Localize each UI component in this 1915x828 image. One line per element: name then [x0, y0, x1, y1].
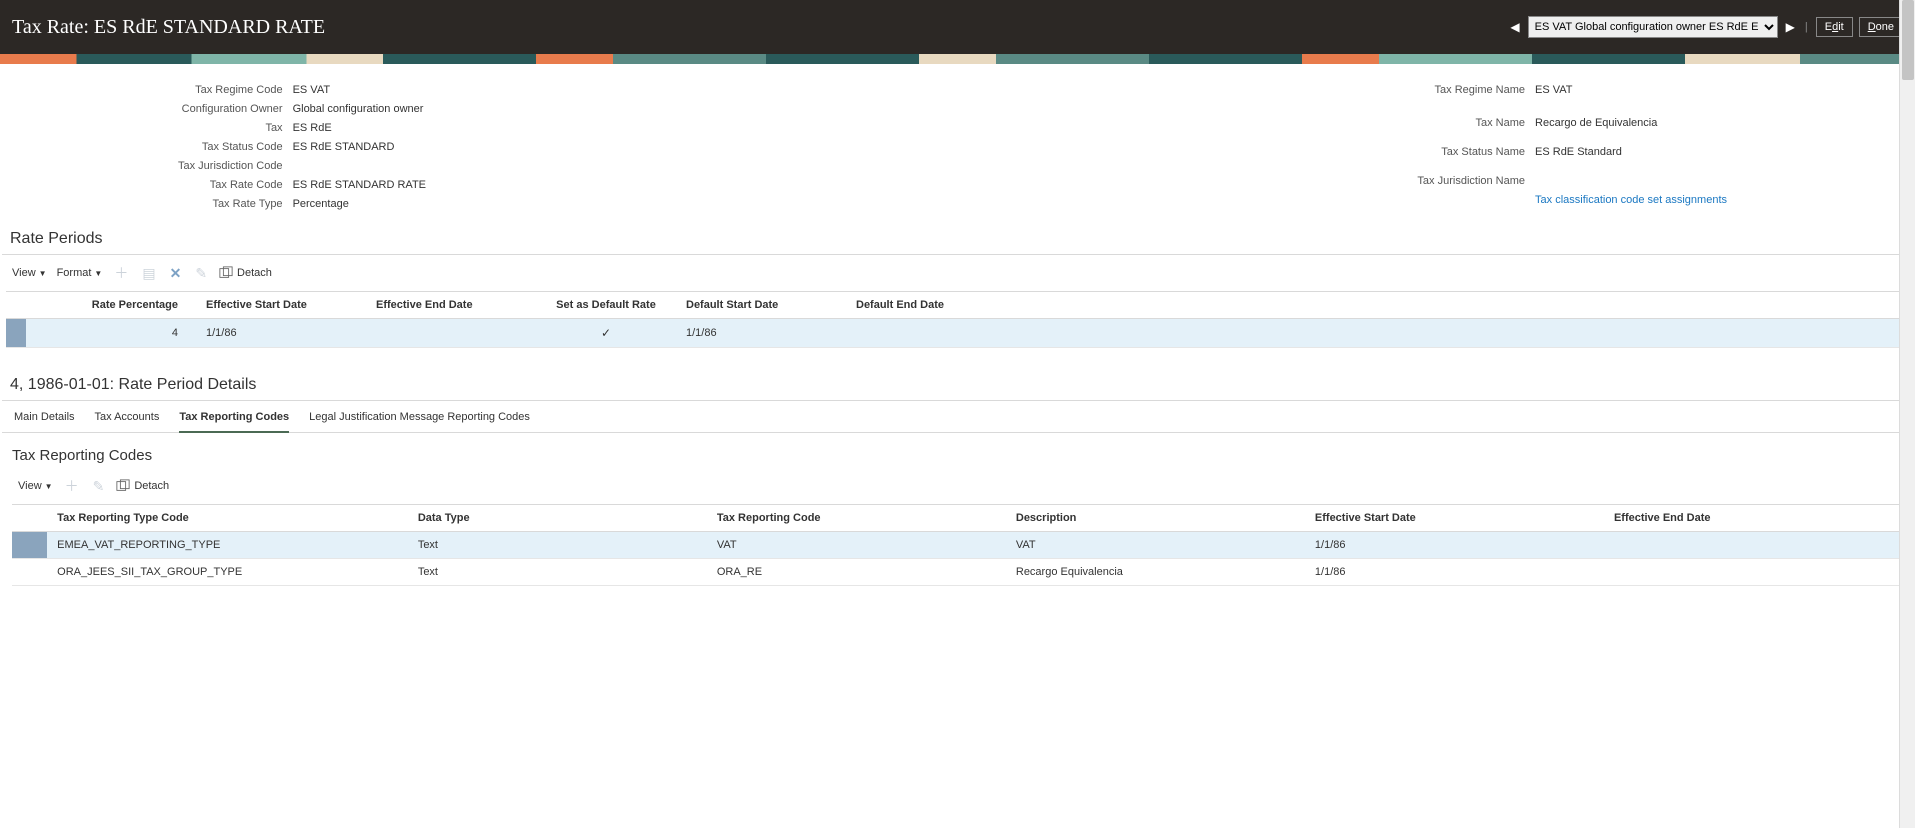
value-tax-rate-type: Percentage	[293, 198, 426, 210]
label-tax-rate-type: Tax Rate Type	[178, 198, 283, 210]
rate-periods-toolbar: View ▼ Format ▼ ＋ ▤ ✕ ✎ Detach	[0, 255, 1915, 291]
value-tax-status-name: ES RdE Standard	[1535, 136, 1727, 158]
col-rate-percentage[interactable]: Rate Percentage	[26, 292, 196, 319]
value-tax-name: Recargo de Equivalencia	[1535, 103, 1727, 129]
cell-description: Recargo Equivalencia	[1006, 559, 1305, 586]
tab-tax-accounts[interactable]: Tax Accounts	[95, 411, 160, 432]
trc-edit-icon: ✎	[91, 478, 107, 495]
label-tax-name: Tax Name	[1417, 103, 1525, 129]
cell-reporting-code: VAT	[707, 532, 1006, 559]
scrollbar-thumb[interactable]	[1902, 0, 1914, 80]
label-tax-rate-code: Tax Rate Code	[178, 179, 283, 191]
edit-button[interactable]: Edit	[1816, 17, 1853, 37]
row-handle[interactable]	[12, 559, 47, 586]
cell-effective-start: 1/1/86	[196, 319, 366, 348]
table-header-row: Tax Reporting Type Code Data Type Tax Re…	[12, 505, 1903, 532]
label-tax-status-code: Tax Status Code	[178, 141, 283, 153]
prev-record-icon[interactable]: ◀	[1508, 20, 1521, 34]
trc-title: Tax Reporting Codes	[0, 433, 1915, 468]
cell-effective-end	[366, 319, 536, 348]
col-set-as-default[interactable]: Set as Default Rate	[536, 292, 676, 319]
value-tax: ES RdE	[293, 122, 426, 134]
trc-toolbar: View ▼ ＋ ✎ Detach	[0, 468, 1915, 504]
detail-tabs: Main Details Tax Accounts Tax Reporting …	[2, 401, 1913, 433]
vertical-scrollbar[interactable]	[1899, 0, 1915, 828]
edit-icon: ✎	[193, 265, 209, 282]
detach-button[interactable]: Detach	[219, 266, 272, 280]
value-tax-status-code: ES RdE STANDARD	[293, 141, 426, 153]
format-menu[interactable]: Format ▼	[57, 267, 103, 279]
col-effective-start[interactable]: Effective Start Date	[196, 292, 366, 319]
col-default-end[interactable]: Default End Date	[846, 292, 1909, 319]
trc-table: Tax Reporting Type Code Data Type Tax Re…	[12, 504, 1903, 586]
label-tax-jurisdiction-code: Tax Jurisdiction Code	[178, 160, 283, 172]
cell-reporting-code: ORA_RE	[707, 559, 1006, 586]
cell-rate-percentage: 4	[26, 319, 196, 348]
tab-legal-justification[interactable]: Legal Justification Message Reporting Co…	[309, 411, 530, 432]
label-tax: Tax	[178, 122, 283, 134]
cell-data-type: Text	[408, 532, 707, 559]
table-header-row: Rate Percentage Effective Start Date Eff…	[6, 292, 1909, 319]
col-description[interactable]: Description	[1006, 505, 1305, 532]
cell-type-code: EMEA_VAT_REPORTING_TYPE	[47, 532, 408, 559]
col-type-code[interactable]: Tax Reporting Type Code	[47, 505, 408, 532]
view-menu[interactable]: View ▼	[12, 267, 47, 279]
cell-eff-start: 1/1/86	[1305, 532, 1604, 559]
cell-eff-end	[1604, 532, 1903, 559]
table-row[interactable]: ORA_JEES_SII_TAX_GROUP_TYPE Text ORA_RE …	[12, 559, 1903, 586]
label-configuration-owner: Configuration Owner	[178, 103, 283, 115]
value-tax-jurisdiction-code	[293, 160, 426, 172]
label-tax-status-name: Tax Status Name	[1417, 136, 1525, 158]
info-col-right: Tax Regime Name ES VAT Tax Name Recargo …	[1417, 84, 1727, 210]
done-button[interactable]: Done	[1859, 17, 1903, 37]
info-col-left: Tax Regime Code ES VAT Configuration Own…	[178, 84, 426, 210]
page-header: Tax Rate: ES RdE STANDARD RATE ◀ ES VAT …	[0, 0, 1915, 54]
col-default-start[interactable]: Default Start Date	[676, 292, 846, 319]
cell-type-code: ORA_JEES_SII_TAX_GROUP_TYPE	[47, 559, 408, 586]
value-configuration-owner: Global configuration owner	[293, 103, 426, 115]
cell-description: VAT	[1006, 532, 1305, 559]
trc-detach-button[interactable]: Detach	[116, 479, 169, 493]
next-record-icon[interactable]: ▶	[1784, 20, 1797, 34]
cell-set-as-default: ✓	[536, 319, 676, 348]
col-eff-start[interactable]: Effective Start Date	[1305, 505, 1604, 532]
value-tax-jurisdiction-name	[1535, 165, 1727, 187]
row-handle[interactable]	[6, 319, 26, 348]
col-data-type[interactable]: Data Type	[408, 505, 707, 532]
value-tax-rate-code: ES RdE STANDARD RATE	[293, 179, 426, 191]
trc-add-icon: ＋	[63, 476, 81, 496]
value-tax-regime-code: ES VAT	[293, 84, 426, 96]
table-row[interactable]: 4 1/1/86 ✓ 1/1/86	[6, 319, 1909, 348]
page-title: Tax Rate: ES RdE STANDARD RATE	[12, 16, 325, 39]
label-tax-regime-name: Tax Regime Name	[1417, 84, 1525, 96]
value-tax-regime-name: ES VAT	[1535, 84, 1727, 96]
tab-main-details[interactable]: Main Details	[14, 411, 75, 432]
row-handle[interactable]	[12, 532, 47, 559]
tab-tax-reporting-codes[interactable]: Tax Reporting Codes	[179, 411, 289, 433]
decorative-banner	[0, 54, 1915, 64]
rate-periods-table: Rate Percentage Effective Start Date Eff…	[6, 291, 1909, 348]
cell-eff-end	[1604, 559, 1903, 586]
info-section: Tax Regime Code ES VAT Configuration Own…	[0, 64, 1915, 222]
col-eff-end[interactable]: Effective End Date	[1604, 505, 1903, 532]
duplicate-icon: ▤	[140, 265, 157, 282]
cell-eff-start: 1/1/86	[1305, 559, 1604, 586]
cell-default-end	[846, 319, 1909, 348]
trc-view-menu[interactable]: View ▼	[18, 480, 53, 492]
col-effective-end[interactable]: Effective End Date	[366, 292, 536, 319]
col-reporting-code[interactable]: Tax Reporting Code	[707, 505, 1006, 532]
add-icon: ＋	[112, 263, 130, 283]
record-selector[interactable]: ES VAT Global configuration owner ES RdE…	[1528, 16, 1778, 38]
label-tax-jurisdiction-name: Tax Jurisdiction Name	[1417, 165, 1525, 187]
delete-icon[interactable]: ✕	[168, 265, 184, 282]
rate-periods-title: Rate Periods	[2, 222, 1913, 255]
cell-default-start: 1/1/86	[676, 319, 846, 348]
rate-period-details-title: 4, 1986-01-01: Rate Period Details	[2, 348, 1913, 401]
table-row[interactable]: EMEA_VAT_REPORTING_TYPE Text VAT VAT 1/1…	[12, 532, 1903, 559]
label-tax-regime-code: Tax Regime Code	[178, 84, 283, 96]
header-controls: ◀ ES VAT Global configuration owner ES R…	[1508, 16, 1903, 38]
tax-classification-link[interactable]: Tax classification code set assignments	[1535, 194, 1727, 206]
cell-data-type: Text	[408, 559, 707, 586]
separator: |	[1805, 21, 1808, 33]
